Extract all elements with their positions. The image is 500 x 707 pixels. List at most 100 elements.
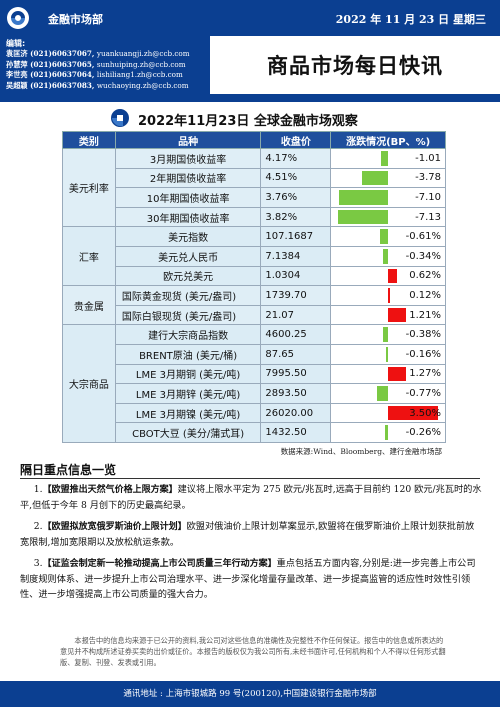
instrument-cell: 3月期国债收益率 bbox=[114, 148, 262, 169]
change-cell: 1.27% bbox=[330, 363, 446, 385]
instrument-cell: CBOT大豆 (美分/蒲式耳) bbox=[114, 422, 262, 443]
editor-label: 编辑: bbox=[6, 39, 26, 48]
instrument-cell: LME 3月期铜 (美元/吨) bbox=[114, 363, 262, 385]
change-bar bbox=[382, 327, 389, 342]
editor-phone: (021)60637067, bbox=[30, 49, 97, 58]
table-row: 国际白银现货 (美元/盎司) 21.07 1.21% bbox=[63, 304, 446, 326]
news-body: 建议将上限水平定为 275 欧元/兆瓦时,远高于目前约 120 欧元/兆瓦时的水… bbox=[20, 484, 482, 511]
editor-name: 李世亮 bbox=[6, 70, 31, 79]
footer-address: 通讯地址 : 上海市银城路 99 号(200120),中国建设银行金融市场部 bbox=[0, 681, 500, 707]
editor-email[interactable]: sunhuiping.zh@ccb.com bbox=[96, 59, 186, 69]
col-header-category: 类别 bbox=[62, 131, 116, 149]
report-title: 商品市场每日快讯 bbox=[267, 54, 443, 78]
close-price-cell: 7.1384 bbox=[260, 245, 332, 267]
news-body: 欧盟对俄油价上限计划草案显示,欧盟将在俄罗斯油价上限计划获批前放宽限制,增加宽限… bbox=[20, 521, 475, 548]
close-price-cell: 1.0304 bbox=[260, 265, 332, 287]
close-price-cell: 4.51% bbox=[260, 167, 332, 189]
disclaimer: 本报告中的信息均来源于已公开的资料,我公司对这些信息的准确性及完整性不作任何保证… bbox=[60, 636, 446, 667]
news-item: 2.【欧盟拟放宽俄罗斯油价上限计划】欧盟对俄油价上限计划草案显示,欧盟将在俄罗斯… bbox=[20, 519, 482, 550]
change-cell: -0.38% bbox=[330, 324, 446, 345]
change-value: -0.34% bbox=[405, 250, 441, 262]
table-row: LME 3月期铜 (美元/吨) 7995.50 1.27% bbox=[63, 363, 446, 385]
instrument-cell: 美元指数 bbox=[114, 226, 262, 247]
close-price-cell: 3.76% bbox=[260, 187, 332, 208]
category-cell: 美元利率 bbox=[62, 147, 116, 228]
news-number: 2. bbox=[33, 521, 43, 532]
header-bar: 金融市场部 2022 年 11 月 23 日 星期三 bbox=[0, 0, 500, 36]
change-bar bbox=[386, 346, 389, 362]
editor-email[interactable]: wuchaoying.zh@ccb.com bbox=[96, 80, 189, 90]
close-price-cell: 7995.50 bbox=[260, 363, 332, 385]
table-row: 贵金属 国际黄金现货 (美元/盎司) 1739.70 0.12% bbox=[62, 285, 446, 326]
change-value: -7.13 bbox=[415, 211, 441, 223]
change-bar bbox=[338, 209, 389, 225]
table-row: 30年期国债收益率 3.82% -7.13 bbox=[63, 206, 446, 228]
table-row: CBOT大豆 (美分/蒲式耳) 1432.50 -0.26% bbox=[63, 422, 446, 443]
table-row: 美元兑人民币 7.1384 -0.34% bbox=[63, 245, 446, 267]
close-price-cell: 2893.50 bbox=[260, 383, 332, 404]
editor-row: 袁匡济 (021)60637067, yuankuangji.zh@ccb.co… bbox=[6, 49, 204, 60]
news-title: 【证监会制定新一轮推动提高上市公司质量三年行动方案】 bbox=[42, 559, 277, 569]
category-cell: 汇率 bbox=[62, 226, 116, 287]
editor-row: 李世亮 (021)60637064, lishiliang1.zh@ccb.co… bbox=[6, 70, 204, 81]
change-value: -0.38% bbox=[405, 329, 441, 341]
change-cell: 3.50% bbox=[330, 402, 446, 424]
data-source: 数据来源:Wind、Bloomberg、建行金融市场部 bbox=[280, 447, 442, 456]
change-value: 3.50% bbox=[409, 407, 441, 419]
table-subtitle: 2022年11月23日 全球金融市场观察 bbox=[138, 114, 358, 129]
change-cell: 1.21% bbox=[330, 304, 446, 326]
change-value: 0.62% bbox=[409, 270, 441, 282]
header-divider bbox=[0, 94, 500, 102]
editor-phone: (021)60637064, bbox=[30, 70, 97, 79]
change-cell: -7.10 bbox=[330, 187, 446, 208]
close-price-cell: 21.07 bbox=[260, 304, 332, 326]
change-bar bbox=[388, 268, 398, 284]
change-bar bbox=[383, 248, 389, 264]
editor-phone: (021)60637065, bbox=[30, 59, 97, 69]
news-divider bbox=[20, 478, 480, 479]
editor-name: 吴超颖 bbox=[6, 80, 31, 90]
instrument-cell: LME 3月期镍 (美元/吨) bbox=[114, 402, 262, 424]
close-price-cell: 1739.70 bbox=[260, 285, 332, 306]
change-value: 1.21% bbox=[409, 309, 441, 321]
change-cell: 0.62% bbox=[330, 265, 446, 287]
instrument-cell: 建行大宗商品指数 bbox=[114, 324, 262, 345]
change-bar bbox=[377, 386, 389, 401]
report-title-box: 商品市场每日快讯 bbox=[210, 36, 500, 94]
change-cell: -7.13 bbox=[330, 206, 446, 228]
instrument-cell: 30年期国债收益率 bbox=[114, 206, 262, 228]
instrument-cell: 国际白银现货 (美元/盎司) bbox=[114, 304, 262, 326]
news-heading: 隔日重点信息一览 bbox=[20, 463, 117, 477]
editor-email[interactable]: yuankuangji.zh@ccb.com bbox=[96, 49, 190, 58]
change-cell: -1.01 bbox=[330, 148, 446, 169]
change-value: 1.27% bbox=[409, 368, 441, 380]
editor-email[interactable]: lishiliang1.zh@ccb.com bbox=[96, 70, 183, 79]
close-price-cell: 4.17% bbox=[260, 148, 332, 169]
instrument-cell: 2年期国债收益率 bbox=[114, 167, 262, 189]
change-cell: -3.78 bbox=[330, 167, 446, 189]
change-cell: -0.61% bbox=[330, 226, 446, 247]
department-name: 金融市场部 bbox=[48, 13, 103, 26]
col-header-close: 收盘价 bbox=[260, 131, 332, 149]
col-header-change: 涨跌情况(BP、%) bbox=[330, 131, 446, 149]
category-cell: 贵金属 bbox=[62, 285, 116, 326]
change-bar bbox=[388, 405, 439, 421]
news-item: 3.【证监会制定新一轮推动提高上市公司质量三年行动方案】重点包括五方面内容,分别… bbox=[20, 556, 482, 602]
change-bar bbox=[381, 151, 389, 166]
table-row: 大宗商品 建行大宗商品指数 4600.25 -0.38% bbox=[62, 324, 446, 443]
close-price-cell: 4600.25 bbox=[260, 324, 332, 345]
news-item: 1.【欧盟推出天然气价格上限方案】建议将上限水平定为 275 欧元/兆瓦时,远高… bbox=[20, 482, 482, 513]
close-price-cell: 1432.50 bbox=[260, 422, 332, 443]
instrument-cell: 美元兑人民币 bbox=[114, 245, 262, 267]
table-row: LME 3月期镍 (美元/吨) 26020.00 3.50% bbox=[63, 402, 446, 424]
change-cell: -0.34% bbox=[330, 245, 446, 267]
change-value: -0.77% bbox=[405, 387, 441, 399]
close-price-cell: 3.82% bbox=[260, 206, 332, 228]
table-row: 美元利率 3月期国债收益率 4.17% -1.01 bbox=[62, 147, 446, 228]
editor-name: 袁匡济 bbox=[6, 49, 31, 58]
change-value: -3.78 bbox=[415, 172, 441, 184]
editor-row: 吴超颖 (021)60637083, wuchaoying.zh@ccb.com bbox=[6, 81, 204, 92]
table-row: 2年期国债收益率 4.51% -3.78 bbox=[63, 167, 446, 189]
editor-name: 孙慧萍 bbox=[6, 59, 31, 69]
category-cell: 大宗商品 bbox=[62, 324, 116, 443]
